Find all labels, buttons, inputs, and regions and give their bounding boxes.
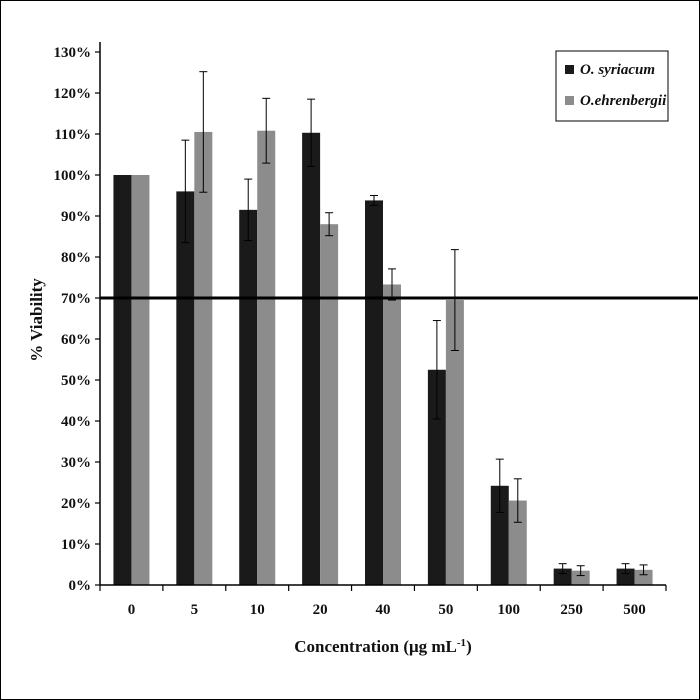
bar-o-syriacum (365, 200, 383, 586)
x-tick-label: 10 (250, 602, 265, 618)
bar-o-ehrenbergii (194, 131, 213, 585)
x-tick-label: 100 (498, 602, 521, 618)
x-axis-title: Concentration (μg mL-1) (294, 637, 471, 656)
bar-o-ehrenbergii (571, 570, 590, 585)
x-tick-label: 500 (623, 602, 646, 618)
bar-o-ehrenbergii (634, 569, 653, 585)
y-tick-labels: 0% 10% 20% 30% 40% 50% 60% 70% 80% 90% 100% 110% 120… (54, 45, 92, 594)
bar-o-syriacum (176, 191, 195, 585)
bar-o-syriacum (239, 209, 258, 585)
bar-o-ehrenbergii (131, 175, 150, 585)
y-tick-label: 80% (61, 250, 91, 266)
y-tick-label: 0% (69, 578, 92, 594)
x-tick-label: 5 (191, 602, 199, 618)
legend-label-o-ehrenbergii: O.ehrenbergii (580, 93, 667, 109)
bar-o-syriacum (553, 568, 572, 585)
bar-o-syriacum (490, 485, 509, 585)
bar-o-syriacum (302, 132, 321, 585)
bar-group (113, 130, 653, 586)
x-tick-label: 50 (438, 602, 453, 618)
bar-o-syriacum (113, 175, 132, 585)
x-tick-labels: 0 5 10 20 40 50 100 250 500 (128, 602, 646, 618)
y-axis-title: % Viability (27, 278, 46, 362)
legend-box (555, 50, 669, 122)
bar-o-syriacum (427, 369, 446, 585)
bar-o-ehrenbergii (320, 224, 339, 585)
y-tick-label: 30% (61, 455, 91, 471)
bar-o-ehrenbergii (445, 300, 464, 585)
y-tick-label: 60% (61, 332, 91, 348)
x-tick-label: 0 (128, 602, 136, 618)
bar-o-ehrenbergii (508, 500, 527, 585)
y-tick-label: 40% (61, 414, 91, 430)
x-tick-label: 20 (313, 602, 328, 618)
legend-label-o-syriacum: O. syriacum (580, 62, 655, 78)
bar-o-ehrenbergii (257, 130, 276, 585)
x-tick-label: 40 (376, 602, 391, 618)
y-tick-label: 20% (61, 496, 91, 512)
legend: O. syriacum O.ehrenbergii (555, 50, 669, 122)
y-tick-label: 120% (54, 86, 92, 102)
axes (95, 42, 667, 591)
x-tick-label: 250 (560, 602, 583, 618)
bar-o-syriacum (616, 568, 635, 585)
error-bar-group (100, 71, 698, 577)
legend-swatch-o-ehrenbergii (565, 96, 574, 105)
legend-swatch-o-syriacum (565, 65, 574, 74)
y-tick-label: 130% (54, 45, 92, 61)
bar-o-ehrenbergii (383, 284, 401, 585)
y-tick-label: 100% (54, 168, 92, 184)
x-axis-title-superscript: -1 (457, 637, 466, 649)
y-tick-label: 10% (61, 537, 91, 553)
y-tick-label: 70% (61, 291, 91, 307)
y-tick-label: 90% (61, 209, 91, 225)
y-tick-label: 50% (61, 373, 91, 389)
y-tick-label: 110% (54, 127, 91, 143)
